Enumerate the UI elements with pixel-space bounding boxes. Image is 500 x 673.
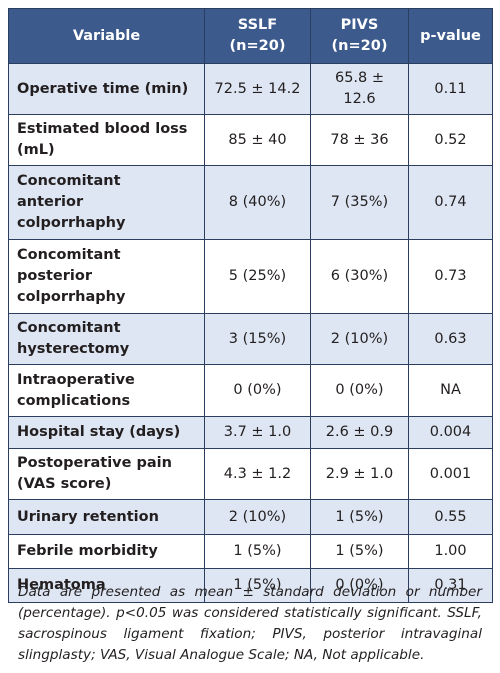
- table-row: Urinary retention 2 (10%) 1 (5%) 0.55: [8, 499, 493, 535]
- row-label: Postoperative pain (VAS score): [8, 448, 205, 500]
- table-cell: 1 (5%): [204, 534, 311, 569]
- table-cell: NA: [408, 364, 493, 417]
- table-cell: 0.31: [408, 568, 493, 603]
- table-cell: 0.001: [408, 448, 493, 500]
- header-cell: SSLF (n=20): [204, 8, 311, 64]
- table-cell: 72.5 ± 14.2: [204, 63, 311, 115]
- table-cell: 0.74: [408, 165, 493, 240]
- data-table: Variable SSLF (n=20) PIVS (n=20) p-value Op…: [8, 8, 493, 603]
- header-row: Variable SSLF (n=20) PIVS (n=20) p-value: [8, 8, 493, 64]
- table-cell: 6 (30%): [310, 239, 409, 314]
- row-label: Concomitant anterior colporrhaphy: [8, 165, 205, 240]
- table-cell: 0.52: [408, 114, 493, 166]
- table-row: Postoperative pain (VAS score) 4.3 ± 1.2 2…: [8, 448, 493, 500]
- table-row: Hematoma 1 (5%) 0 (0%) 0.31: [8, 568, 493, 603]
- table-cell: 85 ± 40: [204, 114, 311, 166]
- table-cell: 0 (0%): [204, 364, 311, 417]
- table-cell: 5 (25%): [204, 239, 311, 314]
- table-cell: 0.55: [408, 499, 493, 535]
- table-cell: 0 (0%): [310, 568, 409, 603]
- table-cell: 8 (40%): [204, 165, 311, 240]
- table-row: Operative time (min) 72.5 ± 14.2 65.8 ± 12…: [8, 63, 493, 115]
- table-cell: 0 (0%): [310, 364, 409, 417]
- header-cell: PIVS (n=20): [310, 8, 409, 64]
- table-cell: 2.6 ± 0.9: [310, 416, 409, 449]
- table-cell: 0.63: [408, 313, 493, 365]
- table-cell: 3 (15%): [204, 313, 311, 365]
- table-row: Hospital stay (days) 3.7 ± 1.0 2.6 ± 0.9 0.…: [8, 416, 493, 449]
- table-row: Febrile morbidity 1 (5%) 1 (5%) 1.00: [8, 534, 493, 569]
- row-label: Concomitant posterior colporrhaphy: [8, 239, 205, 314]
- row-label: Operative time (min): [8, 63, 205, 115]
- table-cell: 1 (5%): [310, 534, 409, 569]
- table-cell: 2.9 ± 1.0: [310, 448, 409, 500]
- table-row: Concomitant posterior colporrhaphy 5 (25%…: [8, 239, 493, 314]
- table-cell: 0.004: [408, 416, 493, 449]
- table-cell: 3.7 ± 1.0: [204, 416, 311, 449]
- row-label: Febrile morbidity: [8, 534, 205, 569]
- table-cell: 7 (35%): [310, 165, 409, 240]
- table-cell: 4.3 ± 1.2: [204, 448, 311, 500]
- header-cell: p-value: [408, 8, 493, 64]
- footnote: Data are presented as mean ± standard de…: [18, 584, 482, 663]
- table-row: Concomitant anterior colporrhaphy 8 (40%)…: [8, 165, 493, 240]
- table-cell: 0.11: [408, 63, 493, 115]
- row-label: Hematoma: [8, 568, 205, 603]
- row-label: Intraoperative complications: [8, 364, 205, 417]
- row-label: Hospital stay (days): [8, 416, 205, 449]
- table-row: Concomitant hysterectomy 3 (15%) 2 (10%) 0.…: [8, 313, 493, 365]
- header-cell: Variable: [8, 8, 205, 64]
- table-cell: 1.00: [408, 534, 493, 569]
- table-cell: 78 ± 36: [310, 114, 409, 166]
- table-cell: 2 (10%): [204, 499, 311, 535]
- table-cell: 65.8 ± 12.6: [310, 63, 409, 115]
- table-cell: 2 (10%): [310, 313, 409, 365]
- row-label: Urinary retention: [8, 499, 205, 535]
- table-row: Intraoperative complications 0 (0%) 0 (0%)…: [8, 364, 493, 417]
- table-row: Estimated blood loss (mL) 85 ± 40 78 ± 36 0…: [8, 114, 493, 166]
- row-label: Estimated blood loss (mL): [8, 114, 205, 166]
- table-body: Operative time (min) 72.5 ± 14.2 65.8 ± 12…: [8, 63, 493, 603]
- table-cell: 0.73: [408, 239, 493, 314]
- row-label: Concomitant hysterectomy: [8, 313, 205, 365]
- table-cell: 1 (5%): [310, 499, 409, 535]
